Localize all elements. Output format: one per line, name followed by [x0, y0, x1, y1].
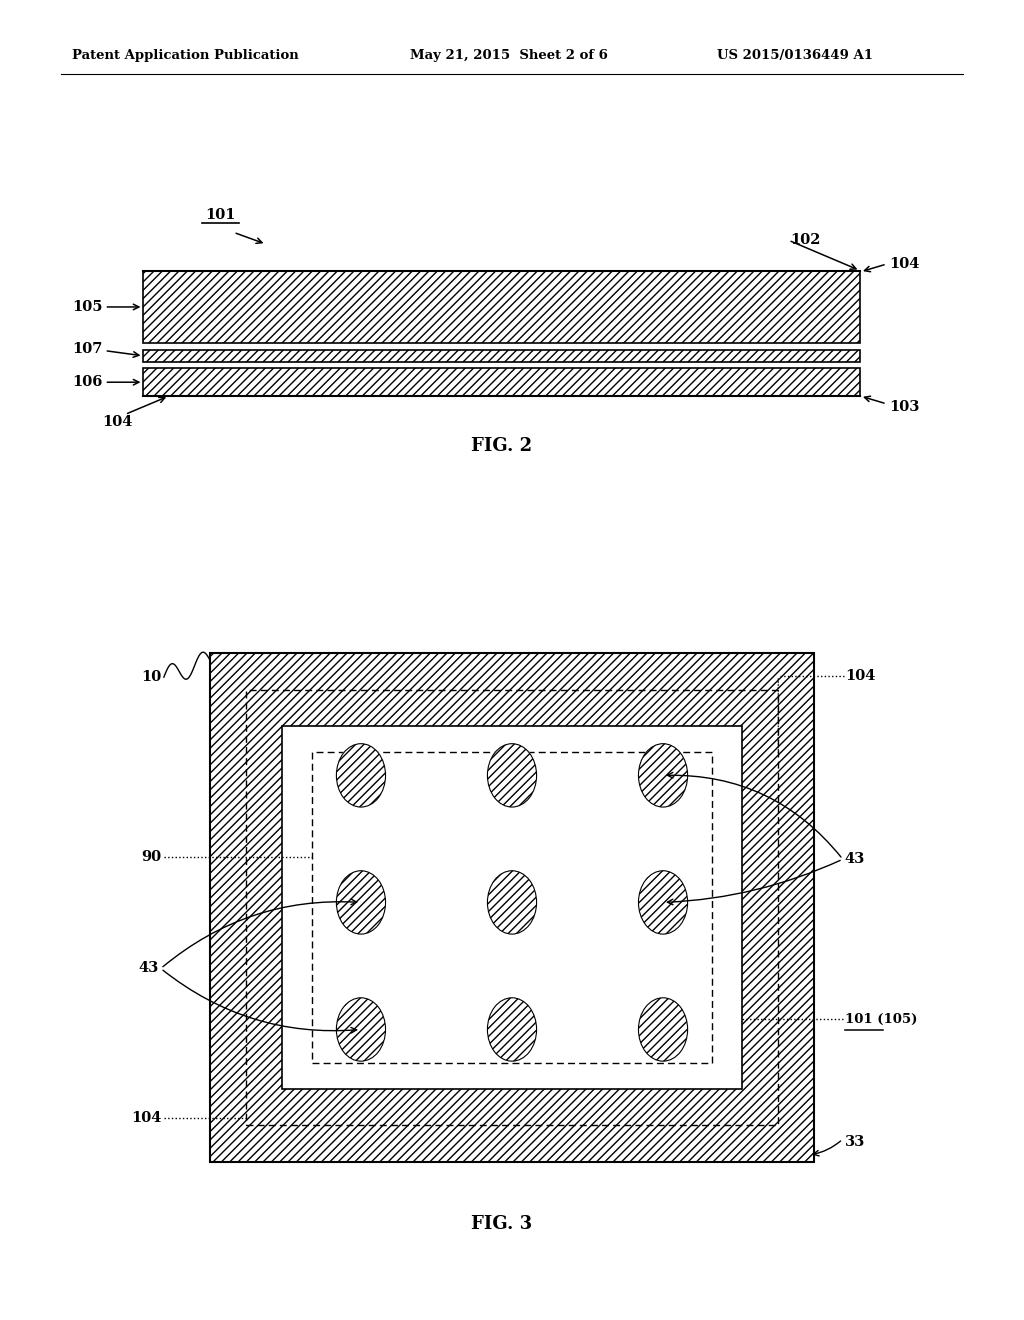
Text: 105: 105	[72, 300, 102, 314]
Circle shape	[639, 871, 688, 935]
Text: 90: 90	[141, 850, 162, 863]
Circle shape	[336, 998, 385, 1061]
Text: 104: 104	[889, 257, 920, 271]
Text: 106: 106	[72, 375, 102, 389]
Bar	[282, 726, 742, 1089]
Text: 101 (105): 101 (105)	[845, 1012, 918, 1026]
Circle shape	[336, 743, 385, 807]
Text: 104: 104	[131, 1111, 162, 1126]
Circle shape	[639, 743, 688, 807]
Text: May 21, 2015  Sheet 2 of 6: May 21, 2015 Sheet 2 of 6	[410, 49, 607, 62]
Circle shape	[336, 871, 385, 935]
Bar	[246, 690, 778, 1125]
Text: 43: 43	[138, 961, 159, 975]
Text: 102: 102	[791, 234, 821, 247]
Circle shape	[487, 743, 537, 807]
Text: 104: 104	[102, 416, 133, 429]
Circle shape	[487, 871, 537, 935]
Bar	[143, 271, 860, 343]
Text: 10: 10	[141, 671, 162, 684]
Text: 107: 107	[72, 342, 102, 356]
Text: FIG. 3: FIG. 3	[471, 1214, 532, 1233]
Text: Patent Application Publication: Patent Application Publication	[72, 49, 298, 62]
Circle shape	[639, 871, 688, 935]
Circle shape	[639, 998, 688, 1061]
Text: 33: 33	[845, 1135, 865, 1148]
Bar	[210, 653, 814, 1162]
Circle shape	[487, 871, 537, 935]
Text: US 2015/0136449 A1: US 2015/0136449 A1	[717, 49, 872, 62]
Circle shape	[336, 743, 385, 807]
Bar	[312, 752, 712, 1063]
Text: 101: 101	[205, 207, 236, 222]
Text: 43: 43	[845, 853, 865, 866]
Circle shape	[639, 743, 688, 807]
Bar	[143, 368, 860, 396]
Circle shape	[336, 871, 385, 935]
Bar	[143, 350, 860, 362]
Circle shape	[336, 998, 385, 1061]
Circle shape	[487, 743, 537, 807]
Circle shape	[639, 998, 688, 1061]
Text: FIG. 2: FIG. 2	[471, 437, 532, 455]
Text: 104: 104	[845, 669, 876, 682]
Circle shape	[487, 998, 537, 1061]
Text: 103: 103	[889, 400, 920, 413]
Circle shape	[487, 998, 537, 1061]
